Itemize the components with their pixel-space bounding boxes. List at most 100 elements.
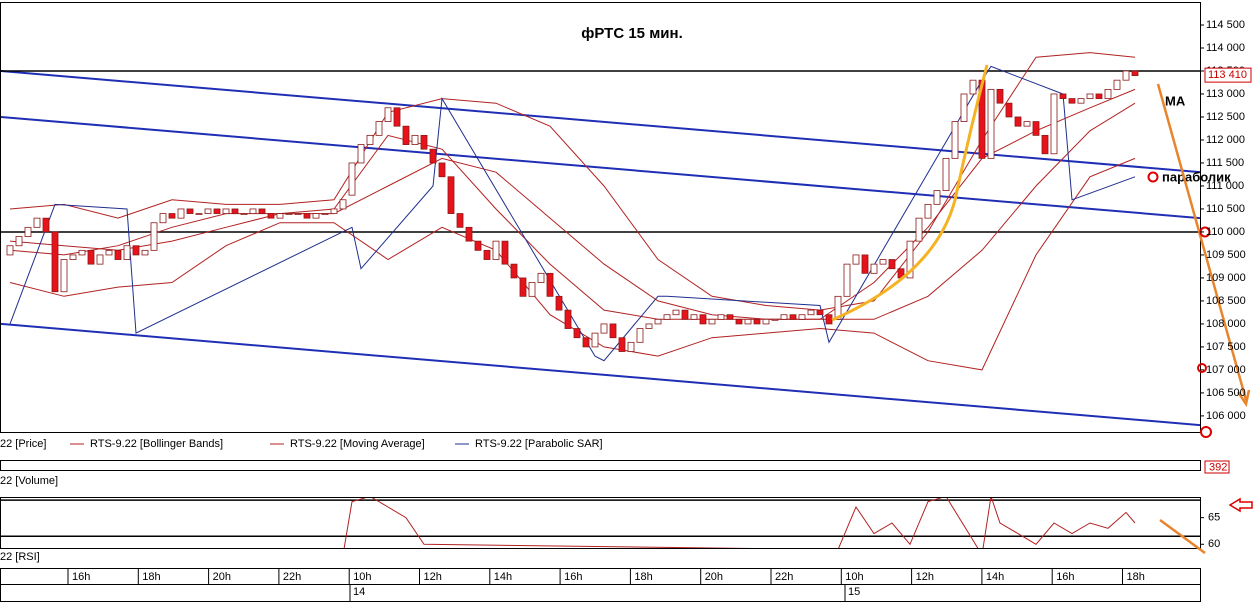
candle [960,93,968,122]
candle [375,121,383,136]
y-tick-label: 112 000 [1206,134,1245,146]
candle [645,323,653,329]
candle [267,213,275,219]
x-tick-label: 10h [845,571,863,583]
candle [1059,93,1067,99]
candle [861,254,869,274]
candle [843,263,851,297]
marker [1147,171,1159,183]
candle [816,309,824,316]
candle [546,272,554,297]
candle [636,328,644,343]
candle [1113,79,1121,90]
candle [762,318,770,325]
candle [735,318,743,325]
candle [402,125,410,145]
marker [1200,426,1212,438]
candle [600,323,608,334]
candle [195,213,203,215]
candle [294,213,302,215]
candle [357,144,365,164]
chart-title: фРТС 15 мин. [581,25,683,42]
y-tick-label: 106 500 [1206,387,1246,399]
annotation: МА [1165,93,1186,108]
price-plot [1,52,1200,427]
candle [429,148,437,164]
candle [1077,98,1085,104]
candle [231,208,239,214]
x-tick-label: 20h [705,571,723,583]
candle [1122,70,1130,81]
candle [771,318,779,321]
candle [6,245,14,256]
arrow-marker [1228,497,1253,513]
legend-entry: 22 [Price] [0,438,46,450]
rsi-panel [0,497,1201,549]
candle [1086,93,1094,99]
candle [276,213,284,219]
arrow-head [1236,389,1251,408]
candle [303,213,311,219]
y-tick-label: 108 500 [1206,295,1246,307]
candle [330,208,338,214]
candle [213,208,221,214]
candle [807,309,815,316]
x-tick-label: 22h [775,571,793,583]
candle [492,240,500,260]
date-label: 15 [848,586,860,598]
y-tick-label: 112 500 [1206,111,1245,123]
candle [663,314,671,320]
candle [573,328,581,339]
candle [924,203,932,219]
rsi-plot [1,498,1200,548]
candle [1131,70,1139,76]
candle [1032,121,1040,136]
y-tick-label: 107 500 [1206,341,1246,353]
candle [186,208,194,214]
candle [933,190,941,205]
y-tick-label: 65 [1208,512,1220,524]
candle [708,318,716,325]
rsi-line [343,498,1136,548]
candle [1005,102,1013,118]
volume-panel [0,460,1201,471]
arrow-annotation [1159,518,1206,555]
candle [60,259,68,293]
candle [258,208,266,214]
candle [420,134,428,150]
candle [951,121,959,159]
candle [42,217,50,233]
candle [582,337,590,348]
x-tick-label: 12h [424,571,442,583]
candle [510,263,518,279]
x-tick-label: 16h [72,571,90,583]
x-tick-label: 20h [213,571,231,583]
candle [879,259,887,265]
candle [1068,98,1076,104]
candle [942,157,950,191]
candle [411,134,419,145]
candle [825,314,833,325]
x-tick-label: 18h [142,571,160,583]
candle [51,231,59,293]
x-tick-label: 18h [634,571,652,583]
y-tick-label: 109 000 [1206,272,1246,284]
candle [852,254,860,265]
candle [393,107,401,127]
x-tick-label: 16h [1056,571,1074,583]
candle [24,226,32,237]
candle [438,162,446,178]
candle [537,272,545,283]
candle [798,314,806,320]
trendline [1,322,1200,427]
candle [699,314,707,325]
date-label: 14 [353,586,365,598]
candle [384,107,392,122]
indicator-line [9,102,1136,320]
candle [114,249,122,260]
candle [1050,93,1058,155]
candle [15,236,23,247]
candle [555,295,563,311]
y-tick-label: 113 000 [1206,88,1245,100]
